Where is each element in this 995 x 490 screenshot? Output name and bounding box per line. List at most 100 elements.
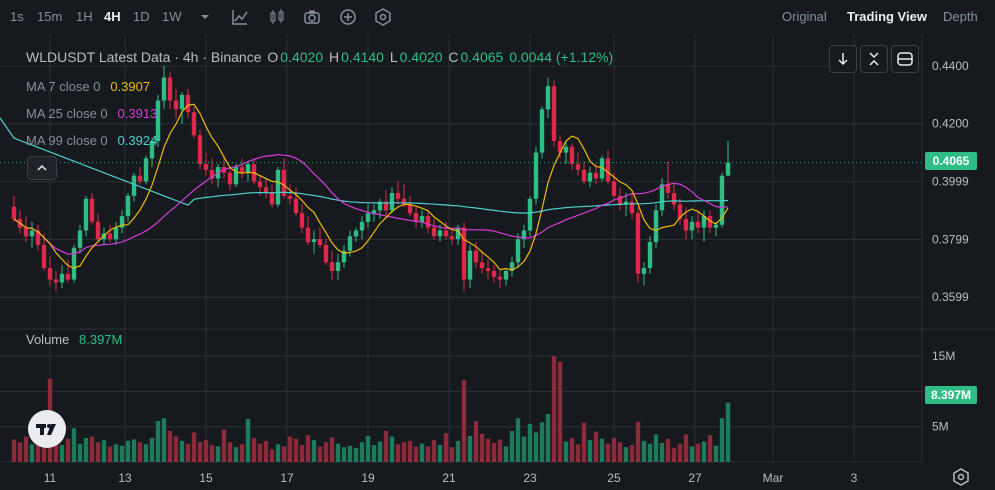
candle-body [53,279,59,283]
candle-body [503,270,509,280]
candle-body [629,201,635,214]
candle-body [245,164,251,173]
candle-body [83,198,89,231]
candle-body [41,244,47,269]
volume-bar [461,380,467,462]
timeframe-1w[interactable]: 1W [162,9,182,24]
candle-body [317,239,323,245]
candle-body [263,187,269,193]
candle-body [671,192,677,205]
camera-icon[interactable] [301,6,323,28]
candle-type-icon[interactable] [266,6,288,28]
volume-bar [545,414,551,462]
volume-bar [155,421,161,462]
ma7-label: MA 7 close 0 [26,79,101,94]
ma7-line [13,103,729,271]
indicator-chart-icon[interactable] [229,6,251,28]
time-tick-label: 3 [851,471,858,485]
volume-bar [119,445,125,462]
volume-bar [197,442,203,462]
close-label: C [448,49,459,65]
volume-bar [467,435,473,462]
timeframe-1s[interactable]: 1s [10,9,24,24]
volume-bar [413,446,419,462]
candle-body [353,230,359,237]
volume-bar [575,444,581,462]
time-tick-label: 23 [523,471,537,485]
candle-body [89,198,95,222]
volume-bar [653,434,659,462]
collapse-legend-button[interactable] [27,156,57,180]
open-label: O [267,49,279,65]
timeframe-1d[interactable]: 1D [133,9,150,24]
candle-body [425,216,431,228]
timeframe-15m[interactable]: 15m [37,9,63,24]
tradingview-logo[interactable] [28,410,66,448]
candle-body [161,77,167,101]
volume-bar [227,442,233,462]
volume-bar [209,445,215,462]
candle-body [35,230,41,245]
volume-bar [185,443,191,462]
volume-bar [191,432,197,462]
candle-body [389,192,395,211]
chart-settings-button[interactable] [950,466,972,488]
volume-bar [659,442,665,462]
volume-bar [101,440,107,462]
collapse-button[interactable] [860,45,888,73]
volume-bar [557,361,563,462]
ma25-line [13,153,729,255]
timeframe-dropdown-icon[interactable] [194,6,216,28]
candle-body [305,227,311,243]
volume-bar [215,446,221,462]
view-trading-view[interactable]: Trading View [847,9,927,24]
volume-bar [377,441,383,462]
volume-bar [437,445,443,462]
candle-body [281,169,287,196]
volume-bar [593,431,599,462]
volume-bar [521,436,527,462]
volume-bar [629,445,635,462]
volume-bar [179,440,185,462]
view-depth[interactable]: Depth [943,9,978,24]
volume-bar [503,446,509,462]
ma7-value: 0.3907 [110,79,151,94]
candle-body [437,230,443,237]
volume-bar [485,438,491,462]
candle-body [269,192,275,205]
candle-body [551,86,557,142]
volume-bar [677,443,683,462]
candle-body [509,262,515,271]
volume-bar [281,446,287,462]
candle-body [617,195,623,205]
volume-bar [35,433,41,462]
price-chart[interactable]: 0.4400 0.4200 0.3999 0.3799 0.3599 11 13 15 17 19… [0,34,995,490]
volume-bar [389,436,395,462]
volume-bar [137,442,143,462]
ma25-legend: MA 25 close 0 0.3913 [26,105,159,121]
add-indicator-icon[interactable] [337,6,359,28]
candle-body [329,262,335,271]
volume-bar [233,447,239,462]
volume-bar [515,418,521,462]
volume-bar [383,430,389,462]
settings-hex-icon[interactable] [372,6,394,28]
ma25-value: 0.3913 [117,106,158,121]
timeframe-1h[interactable]: 1H [76,9,93,24]
candle-body [167,77,173,101]
volume-bar [77,443,83,462]
volume-bar [131,439,137,462]
candle-body [257,181,263,188]
timeframe-4h[interactable]: 4H [104,9,121,24]
candle-body [713,224,719,228]
candle-body [407,204,413,214]
candle-body [413,213,419,222]
volume-bar [647,443,653,462]
scroll-down-button[interactable] [829,45,857,73]
high-label: H [329,49,340,65]
volume-bar [59,445,65,462]
view-original[interactable]: Original [782,9,827,24]
volume-bar [89,436,95,462]
fullscreen-button[interactable] [891,45,919,73]
